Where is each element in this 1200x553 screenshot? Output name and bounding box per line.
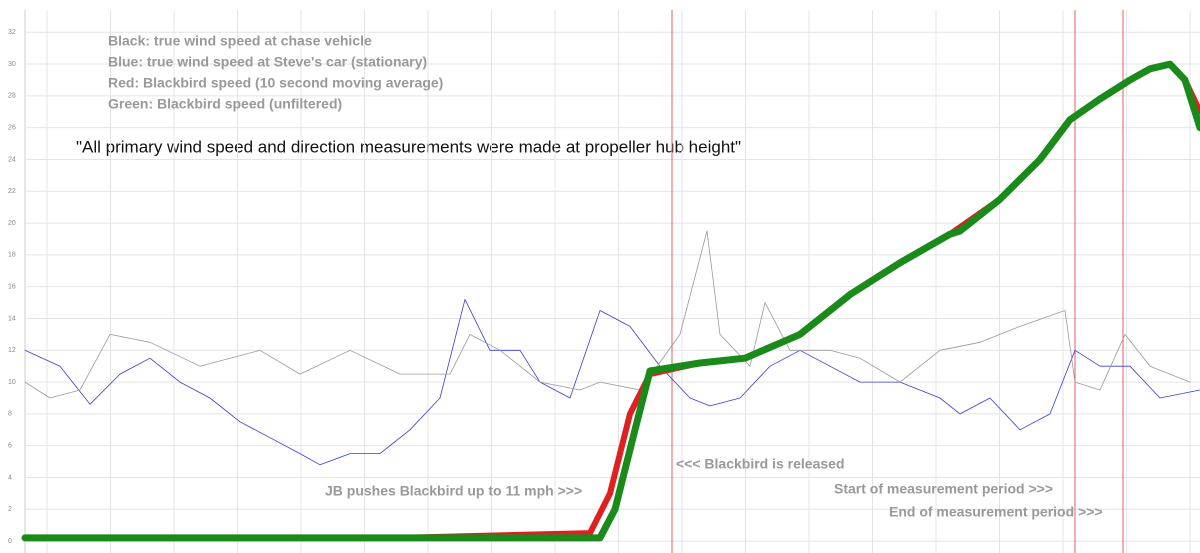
y-tick-label: 12	[8, 347, 16, 354]
y-tick-label: 32	[8, 29, 16, 36]
series-line	[22, 61, 1200, 541]
legend-entry: Green: Blackbird speed (unfiltered)	[108, 96, 342, 112]
y-tick-label: 18	[8, 252, 16, 259]
annotation: JB pushes Blackbird up to 11 mph >>>	[325, 483, 582, 499]
y-tick-label: 22	[8, 188, 16, 195]
y-tick-label: 24	[8, 156, 16, 163]
quote: "All primary wind speed and direction me…	[76, 137, 741, 156]
y-tick-label: 10	[8, 379, 16, 386]
y-tick-label: 14	[8, 315, 16, 322]
y-tick-label: 2	[8, 506, 12, 513]
series-line	[24, 230, 1191, 399]
annotation: End of measurement period >>>	[889, 504, 1103, 520]
y-tick-label: 20	[8, 220, 16, 227]
y-tick-label: 26	[8, 125, 16, 132]
legend-entry: Black: true wind speed at chase vehicle	[108, 33, 372, 49]
y-tick-label: 4	[8, 474, 12, 481]
annotation: <<< Blackbird is released	[676, 456, 845, 472]
legend-entry: Red: Blackbird speed (10 second moving a…	[108, 75, 443, 91]
y-tick-label: 0	[8, 538, 12, 545]
series-line	[21, 60, 1200, 542]
y-tick-label: 16	[8, 284, 16, 291]
series-line	[24, 299, 1200, 466]
y-tick-label: 30	[8, 61, 16, 68]
y-tick-label: 6	[8, 443, 12, 450]
y-tick-label: 8	[8, 411, 12, 418]
legend-entry: Blue: true wind speed at Steve's car (st…	[108, 54, 427, 70]
annotation: Start of measurement period >>>	[834, 481, 1053, 497]
y-tick-label: 28	[8, 93, 16, 100]
